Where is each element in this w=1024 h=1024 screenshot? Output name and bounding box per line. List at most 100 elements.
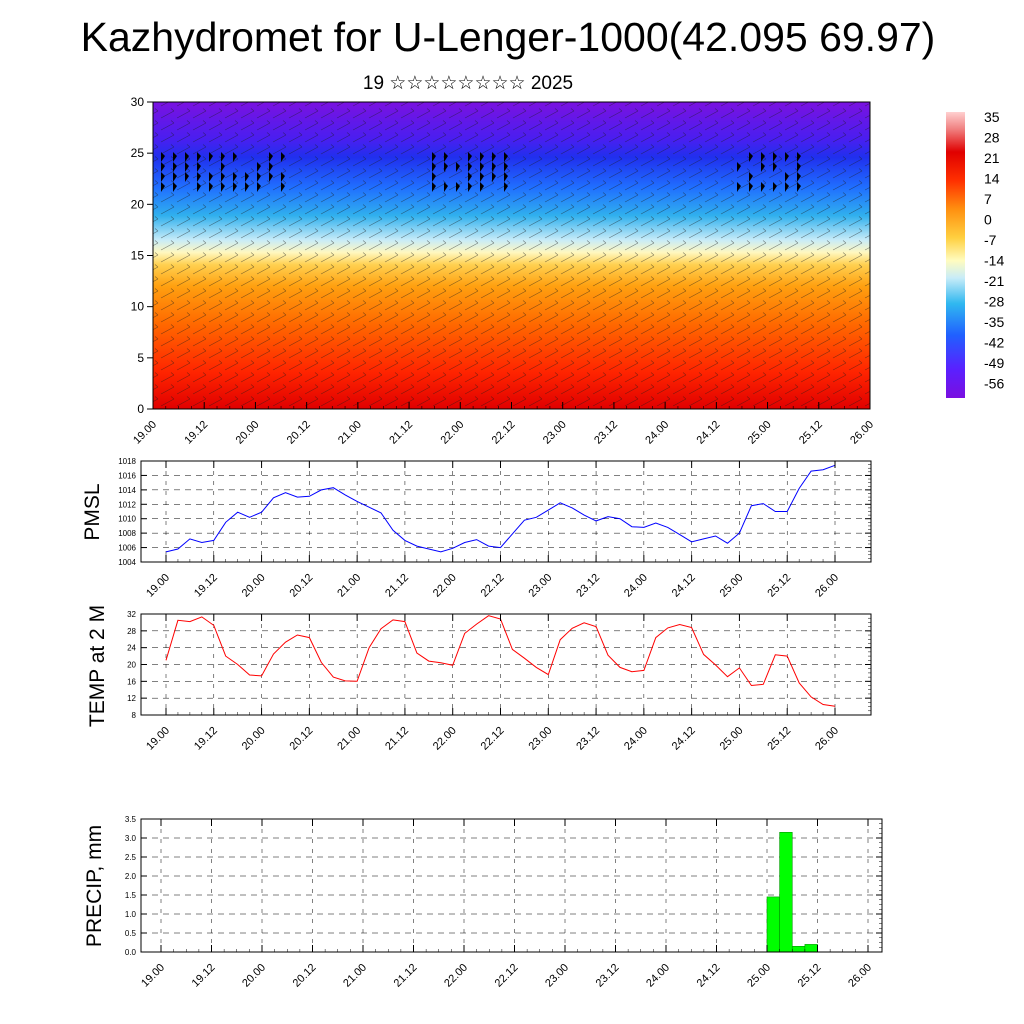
temp-xtick-label: 26.00 [813, 725, 841, 753]
precip-bars [767, 832, 818, 952]
precip-xtick-label: 23.12 [594, 962, 622, 990]
temp-ytick-label: 32 [127, 610, 136, 619]
xs-xtick-label: 24.12 [695, 419, 723, 447]
temp-grid [141, 614, 871, 715]
pmsl-xtick-label: 22.12 [479, 572, 507, 600]
pmsl-xtick-label: 22.00 [431, 572, 459, 600]
xs-xtick-label: 20.12 [285, 419, 313, 447]
precip-bar [805, 944, 818, 952]
precip-ylabel: PRECIP, mm [83, 825, 106, 947]
pmsl-xtick-label: 20.12 [288, 572, 316, 600]
temp-xtick-label: 23.00 [526, 725, 554, 753]
precip-xtick-label: 21.00 [341, 962, 369, 990]
pmsl-xtick-label: 23.12 [574, 572, 602, 600]
xs-xtick-label: 25.00 [746, 419, 774, 447]
pmsl-ylabel: PMSL [81, 483, 104, 540]
xs-xtick-label: 19.12 [182, 419, 210, 447]
precip-xtick-label: 21.12 [392, 962, 420, 990]
xs-ytick-label: 25 [131, 146, 145, 160]
xs-xtick-label: 23.00 [541, 419, 569, 447]
colorbar-label: -7 [984, 232, 997, 248]
temp-xtick-label: 22.12 [479, 725, 507, 753]
temp-xtick-label: 25.12 [765, 725, 793, 753]
temp-xtick-label: 23.12 [574, 725, 602, 753]
pmsl-series-line [166, 465, 835, 552]
cross-section-panel: 051015202530 19.00 19.12 20.00 20.12 21.00 21… [131, 95, 876, 447]
pmsl-xtick-label: 25.00 [718, 572, 746, 600]
colorbar-label: -35 [984, 314, 1004, 330]
colorbar-label: 21 [984, 150, 1000, 166]
xs-xtick-label: 22.00 [438, 419, 466, 447]
pmsl-ytick-label: 1008 [118, 529, 136, 538]
temp-xtick-label: 25.00 [718, 725, 746, 753]
pmsl-x-axis: 19.00 19.12 20.00 20.12 21.00 21.12 22.00 22.12… [144, 461, 841, 600]
precip-x-axis: 19.00 19.12 20.00 20.12 21.00 21.12 22.00 22.12… [139, 819, 874, 990]
xs-ytick-label: 10 [131, 300, 145, 314]
pmsl-xtick-label: 24.00 [622, 572, 650, 600]
xs-ytick-label: 0 [137, 402, 144, 416]
pmsl-grid [141, 461, 871, 562]
precip-xtick-label: 22.00 [442, 962, 470, 990]
colorbar-labels: 3528211470-7-14-21-28-35-42-49-56 [984, 109, 1004, 392]
pmsl-ytick-label: 1016 [118, 471, 136, 480]
precip-ytick-label: 3.0 [125, 834, 137, 843]
temp-xtick-label: 21.00 [335, 725, 363, 753]
precip-xtick-label: 24.00 [644, 962, 672, 990]
colorbar-label: -42 [984, 335, 1004, 351]
precip-panel: PRECIP, mm 0.00.51.01.52.02.53.03.5 19.0… [83, 815, 882, 990]
xs-ytick-label: 5 [137, 351, 144, 365]
temp-ytick-label: 24 [127, 644, 136, 653]
precip-ytick-label: 1.0 [125, 910, 137, 919]
precip-xtick-label: 25.12 [796, 962, 824, 990]
precip-bar [767, 897, 780, 952]
colorbar-label: 35 [984, 109, 1000, 125]
xs-xtick-label: 25.12 [797, 419, 825, 447]
precip-xtick-label: 25.00 [745, 962, 773, 990]
temp-ytick-label: 12 [127, 694, 136, 703]
precip-ytick-label: 0.5 [125, 929, 137, 938]
precip-ytick-label: 2.5 [125, 853, 137, 862]
temp-series-line [166, 616, 835, 707]
pmsl-xtick-label: 25.12 [765, 572, 793, 600]
precip-ytick-label: 0.0 [125, 948, 137, 957]
colorbar-label: -49 [984, 355, 1004, 371]
pmsl-xtick-label: 19.12 [192, 572, 220, 600]
pmsl-ytick-label: 1006 [118, 544, 136, 553]
precip-xtick-label: 24.12 [695, 962, 723, 990]
precip-ytick-label: 1.5 [125, 891, 137, 900]
pmsl-panel: PMSL 1004 1006 1008 1010 1012 1014 1016 1018 19… [81, 457, 871, 600]
pmsl-ytick-label: 1012 [118, 500, 136, 509]
colorbar-label: 0 [984, 212, 992, 228]
temp-ytick-label: 8 [132, 711, 137, 720]
precip-xtick-label: 19.12 [190, 962, 218, 990]
precip-bar [780, 832, 793, 952]
temp-ytick-label: 20 [127, 661, 136, 670]
colorbar-label: -21 [984, 273, 1004, 289]
pmsl-ytick-label: 1004 [118, 558, 136, 567]
colorbar-label: 28 [984, 130, 1000, 146]
colorbar-label: -14 [984, 253, 1004, 269]
wind-barbs-overlay [153, 102, 870, 409]
temp-xtick-label: 21.12 [383, 725, 411, 753]
temp-xtick-label: 20.00 [240, 725, 268, 753]
colorbar-ramp [946, 112, 965, 398]
precip-xtick-label: 20.00 [240, 962, 268, 990]
xs-xtick-label: 24.00 [643, 419, 671, 447]
pmsl-xtick-label: 26.00 [813, 572, 841, 600]
pmsl-ytick-label: 1014 [118, 486, 136, 495]
precip-xtick-label: 23.00 [543, 962, 571, 990]
pmsl-xtick-label: 21.12 [383, 572, 411, 600]
precip-ytick-label: 3.5 [125, 815, 137, 824]
precip-xtick-label: 20.12 [291, 962, 319, 990]
xs-xtick-label: 21.12 [387, 419, 415, 447]
colorbar-label: -28 [984, 294, 1004, 310]
precip-xtick-label: 26.00 [846, 962, 874, 990]
pmsl-xtick-label: 23.00 [526, 572, 554, 600]
colorbar-label: 7 [984, 191, 992, 207]
pmsl-xtick-label: 19.00 [144, 572, 172, 600]
pmsl-ytick-label: 1010 [118, 515, 136, 524]
temp-xtick-label: 24.12 [670, 725, 698, 753]
pmsl-xtick-label: 21.00 [335, 572, 363, 600]
temp-xtick-label: 20.12 [288, 725, 316, 753]
colorbar: 35 28 21 14 7 0 -7 -14 -21 -28 -35 -42 -49 -56 [946, 109, 1004, 398]
